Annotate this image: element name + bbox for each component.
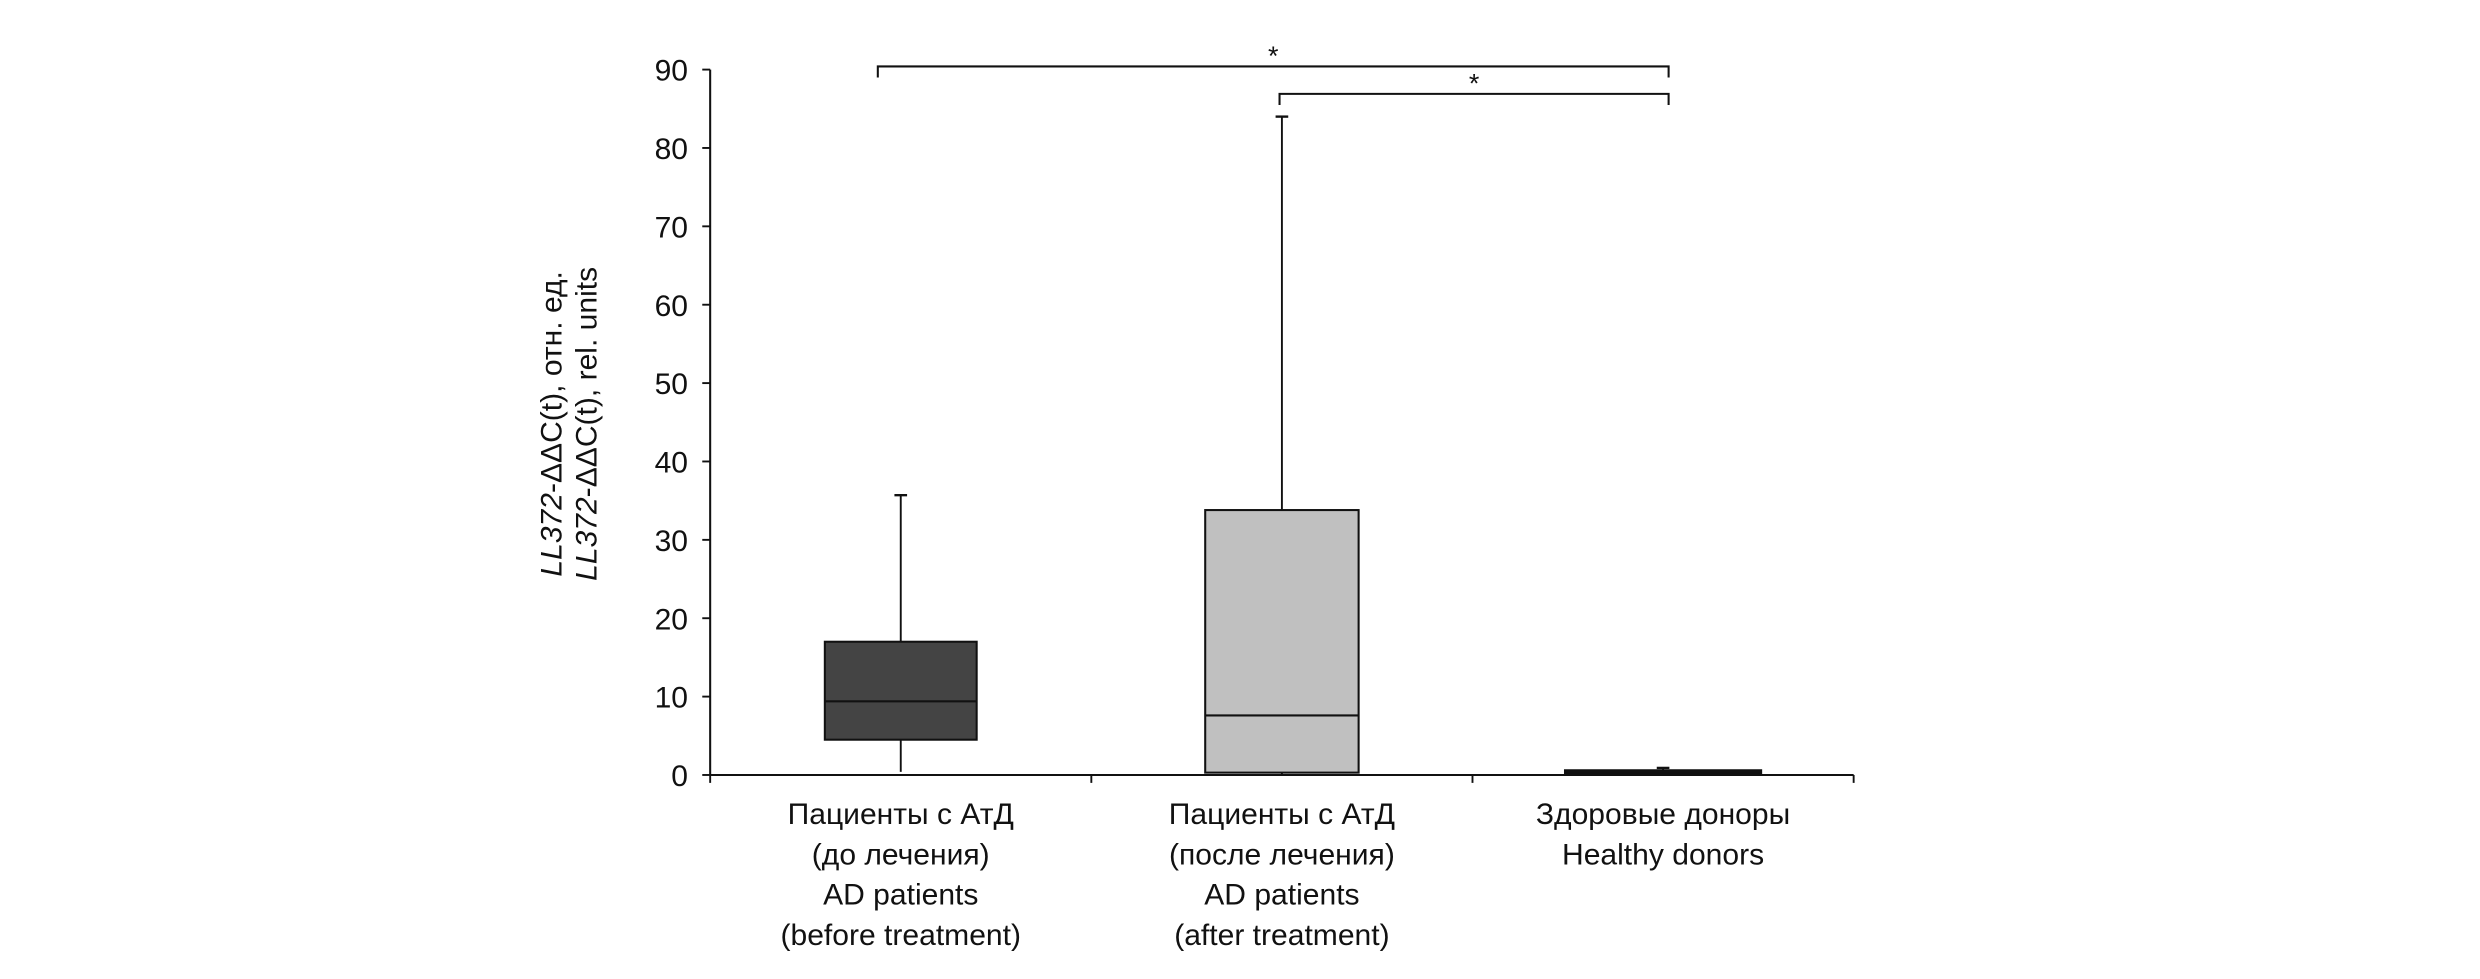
category-label: (before treatment) — [781, 919, 1021, 952]
y-axis-label: LL372-ΔΔC(t), rel. units — [570, 267, 603, 581]
y-tick-label: 30 — [655, 525, 688, 558]
significance-star: * — [1268, 41, 1279, 71]
category-label: AD patients — [1204, 879, 1359, 912]
box — [1204, 509, 1360, 774]
category-label: (после лечения) — [1169, 838, 1395, 871]
y-tick-label: 10 — [655, 682, 688, 715]
y-tick-label: 70 — [655, 211, 688, 244]
y-label-text: -ΔΔC(t), отн. ед. — [536, 271, 569, 493]
y-tick-label: 20 — [655, 603, 688, 636]
category-label: Healthy donors — [1562, 838, 1764, 871]
gene-name: LL372 — [570, 497, 603, 581]
y-label-text: -ΔΔC(t), rel. units — [570, 267, 603, 497]
category-label: Здоровые доноры — [1536, 798, 1790, 831]
category-label: AD patients — [823, 879, 978, 912]
y-tick-label: 80 — [655, 133, 688, 166]
box — [823, 640, 978, 741]
category-label: Пациенты с АтД — [1169, 798, 1395, 831]
significance-bracket — [876, 65, 1670, 78]
category-label: (after treatment) — [1174, 919, 1389, 952]
y-tick-label: 40 — [655, 447, 688, 480]
y-tick-label: 90 — [655, 55, 688, 88]
significance-star: * — [1469, 68, 1480, 98]
category-label: (до лечения) — [812, 838, 990, 871]
category-label: Пациенты с АтД — [788, 798, 1014, 831]
significance-bracket — [1278, 92, 1670, 105]
y-tick-label: 60 — [655, 290, 688, 323]
y-tick-label: 50 — [655, 368, 688, 401]
gene-name: LL372 — [536, 493, 569, 577]
y-tick-label: 0 — [671, 760, 688, 793]
y-axis-label: LL372-ΔΔC(t), отн. ед. — [536, 271, 569, 577]
